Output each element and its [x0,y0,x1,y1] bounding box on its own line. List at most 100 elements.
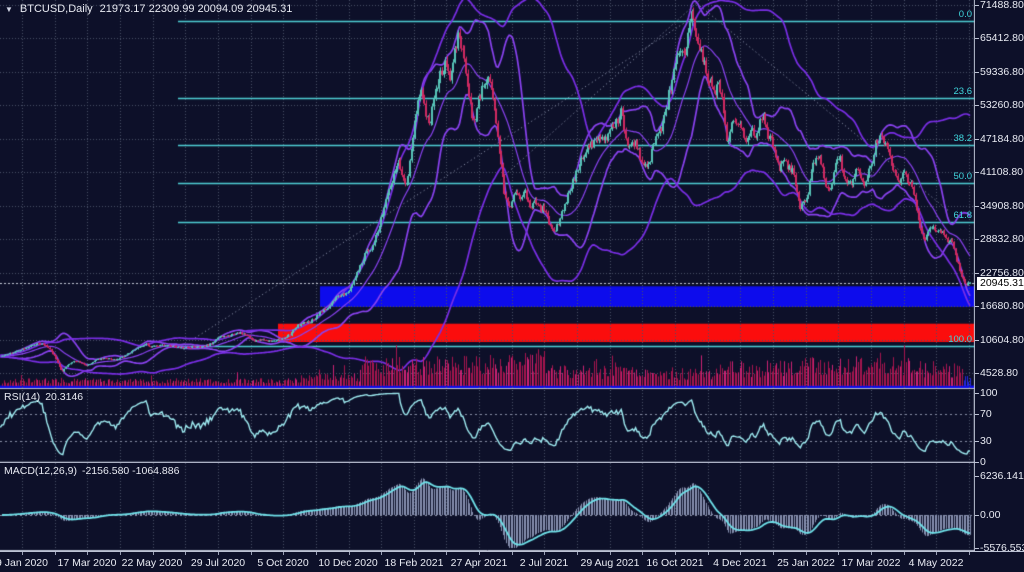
price-axis-label: 28832.80 [980,233,1024,245]
axis-tick [975,515,979,516]
symbol-period-label: BTCUSD,Daily [19,3,93,15]
ohlc-values: 21973.17 22309.99 20094.09 20945.31 [99,3,293,15]
date-axis-label: 17 Mar 2022 [841,557,901,569]
main-price-chart[interactable] [0,0,975,390]
date-axis-tick [120,552,121,555]
date-axis-tick [675,552,676,555]
axis-tick [975,414,979,415]
fib-level-label: 61.8 [953,210,973,221]
macd-axis-label: 6236.141 [980,470,1024,482]
date-axis-label: 17 Mar 2020 [57,557,117,569]
axis-tick [975,476,979,477]
price-axis-label: 47184.80 [980,133,1024,145]
date-axis-tick [806,552,807,555]
date-axis-tick [577,552,578,555]
date-axis-label: 9 Jan 2020 [0,557,48,569]
rsi-value: 20.3146 [45,391,84,403]
axis-tick [975,239,979,240]
axis-tick [975,38,979,39]
date-axis-tick [838,552,839,555]
date-axis-tick [316,552,317,555]
axis-tick [975,105,979,106]
price-axis-label: 22756.80 [980,267,1024,279]
macd-label: MACD(12,26,9) -2156.580 -1064.886 [4,465,179,477]
chart-title: ▼ BTCUSD,Daily 21973.17 22309.99 20094.0… [5,3,292,15]
macd-values: -2156.580 -1064.886 [81,465,180,477]
axis-tick [975,441,979,442]
date-axis-tick [153,552,154,555]
date-axis-label: 29 Jul 2020 [190,557,246,569]
rsi-indicator-chart[interactable] [0,390,975,463]
date-axis-tick [218,552,219,555]
fib-level-label: 50.0 [953,171,973,182]
rsi-name: RSI(14) [4,391,41,403]
date-axis-tick [708,552,709,555]
rsi-axis-label: 30 [980,435,992,447]
rsi-label: RSI(14) 20.3146 [4,391,83,403]
price-axis-label: 4528.80 [980,367,1018,379]
date-axis-label: 27 Apr 2021 [450,557,508,569]
date-axis-label: 4 May 2022 [908,557,964,569]
rsi-axis-label: 0 [980,456,986,468]
date-axis-tick [446,552,447,555]
price-axis-label: 16680.80 [980,300,1024,312]
axis-tick [975,273,979,274]
rsi-axis-label: 70 [980,408,992,420]
date-axis-tick [381,552,382,555]
date-axis-tick [55,552,56,555]
axis-tick [975,548,979,549]
date-axis-tick [740,552,741,555]
rsi-axis-label: 100 [980,387,998,399]
axis-tick [975,172,979,173]
axis-tick [975,306,979,307]
date-axis-tick [414,552,415,555]
axis-tick [975,462,979,463]
price-axis-label: 71488.80 [980,0,1024,11]
date-axis-tick [936,552,937,555]
date-axis-tick [349,552,350,555]
date-axis-tick [969,552,970,555]
date-axis-label: 5 Oct 2020 [257,557,309,569]
date-axis-tick [251,552,252,555]
price-axis-label: 65412.80 [980,32,1024,44]
macd-axis-label: 0.00 [980,509,1001,521]
current-price-box: 20945.31 [977,277,1024,290]
date-axis-tick [610,552,611,555]
axis-tick [975,373,979,374]
price-axis-label: 59336.80 [980,66,1024,78]
date-axis-label: 22 May 2020 [121,557,183,569]
date-axis-label: 29 Aug 2021 [580,557,640,569]
axis-tick [975,72,979,73]
axis-tick [975,340,979,341]
fib-level-label: 100.0 [948,334,972,345]
macd-axis-label: -5576.553 [980,542,1024,554]
date-axis-tick [904,552,905,555]
date-axis-label: 10 Dec 2020 [318,557,378,569]
date-axis-tick [479,552,480,555]
date-axis-tick [773,552,774,555]
date-axis-tick [22,552,23,555]
axis-tick [975,139,979,140]
price-axis-label: 34908.80 [980,200,1024,212]
fib-level-label: 0.0 [958,9,972,20]
date-axis[interactable]: 9 Jan 2020 17 Mar 2020 22 May 2020 29 Jul 2… [0,551,1024,572]
axis-tick [975,5,979,6]
date-axis-label: 4 Dec 2021 [713,557,767,569]
price-axis-label: 53260.80 [980,99,1024,111]
price-axis-label: 10604.80 [980,334,1024,346]
date-axis-tick [642,552,643,555]
fib-level-label: 38.2 [953,133,973,144]
chart-menu-icon[interactable]: ▼ [5,4,13,14]
price-axis-label: 41108.80 [980,166,1024,178]
axis-tick [975,393,979,394]
date-axis-tick [283,552,284,555]
date-axis-label: 18 Feb 2021 [384,557,444,569]
date-axis-tick [87,552,88,555]
axis-tick [975,206,979,207]
date-axis-label: 16 Oct 2021 [646,557,704,569]
macd-indicator-chart[interactable] [0,463,975,551]
date-axis-label: 2 Jul 2021 [519,557,569,569]
fib-level-label: 23.6 [953,86,973,97]
date-axis-tick [185,552,186,555]
